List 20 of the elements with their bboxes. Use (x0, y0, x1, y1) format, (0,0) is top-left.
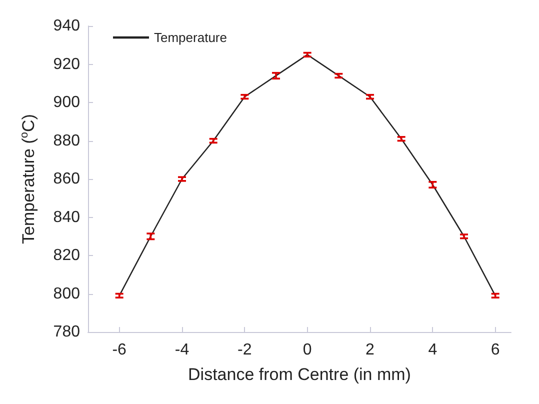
x-tick-label: 2 (366, 342, 375, 358)
y-tick-label: 840 (53, 208, 80, 226)
x-tick-label: 0 (302, 342, 312, 358)
y-tick-label: 880 (53, 132, 80, 150)
x-tick-label: 6 (490, 342, 500, 358)
y-axis-title: Temperature (oC) (18, 114, 38, 244)
y-tick-label: 780 (53, 324, 80, 340)
x-tick-label: -2 (238, 342, 252, 358)
y-tick-label: 900 (53, 94, 80, 111)
x-axis-title: Distance from Centre (in mm) (188, 365, 411, 384)
legend-label: Temperature (154, 30, 227, 45)
x-tick-label: 4 (428, 342, 438, 358)
x-tick-label: -4 (174, 342, 190, 358)
x-tick-label: -6 (112, 342, 127, 358)
y-tick-label: 820 (53, 247, 80, 264)
y-tick-label: 800 (53, 285, 80, 302)
y-tick-label: 940 (53, 18, 80, 34)
line-series (118, 54, 496, 296)
y-tick-label: 860 (53, 170, 80, 188)
y-tick-label: 920 (53, 56, 80, 73)
